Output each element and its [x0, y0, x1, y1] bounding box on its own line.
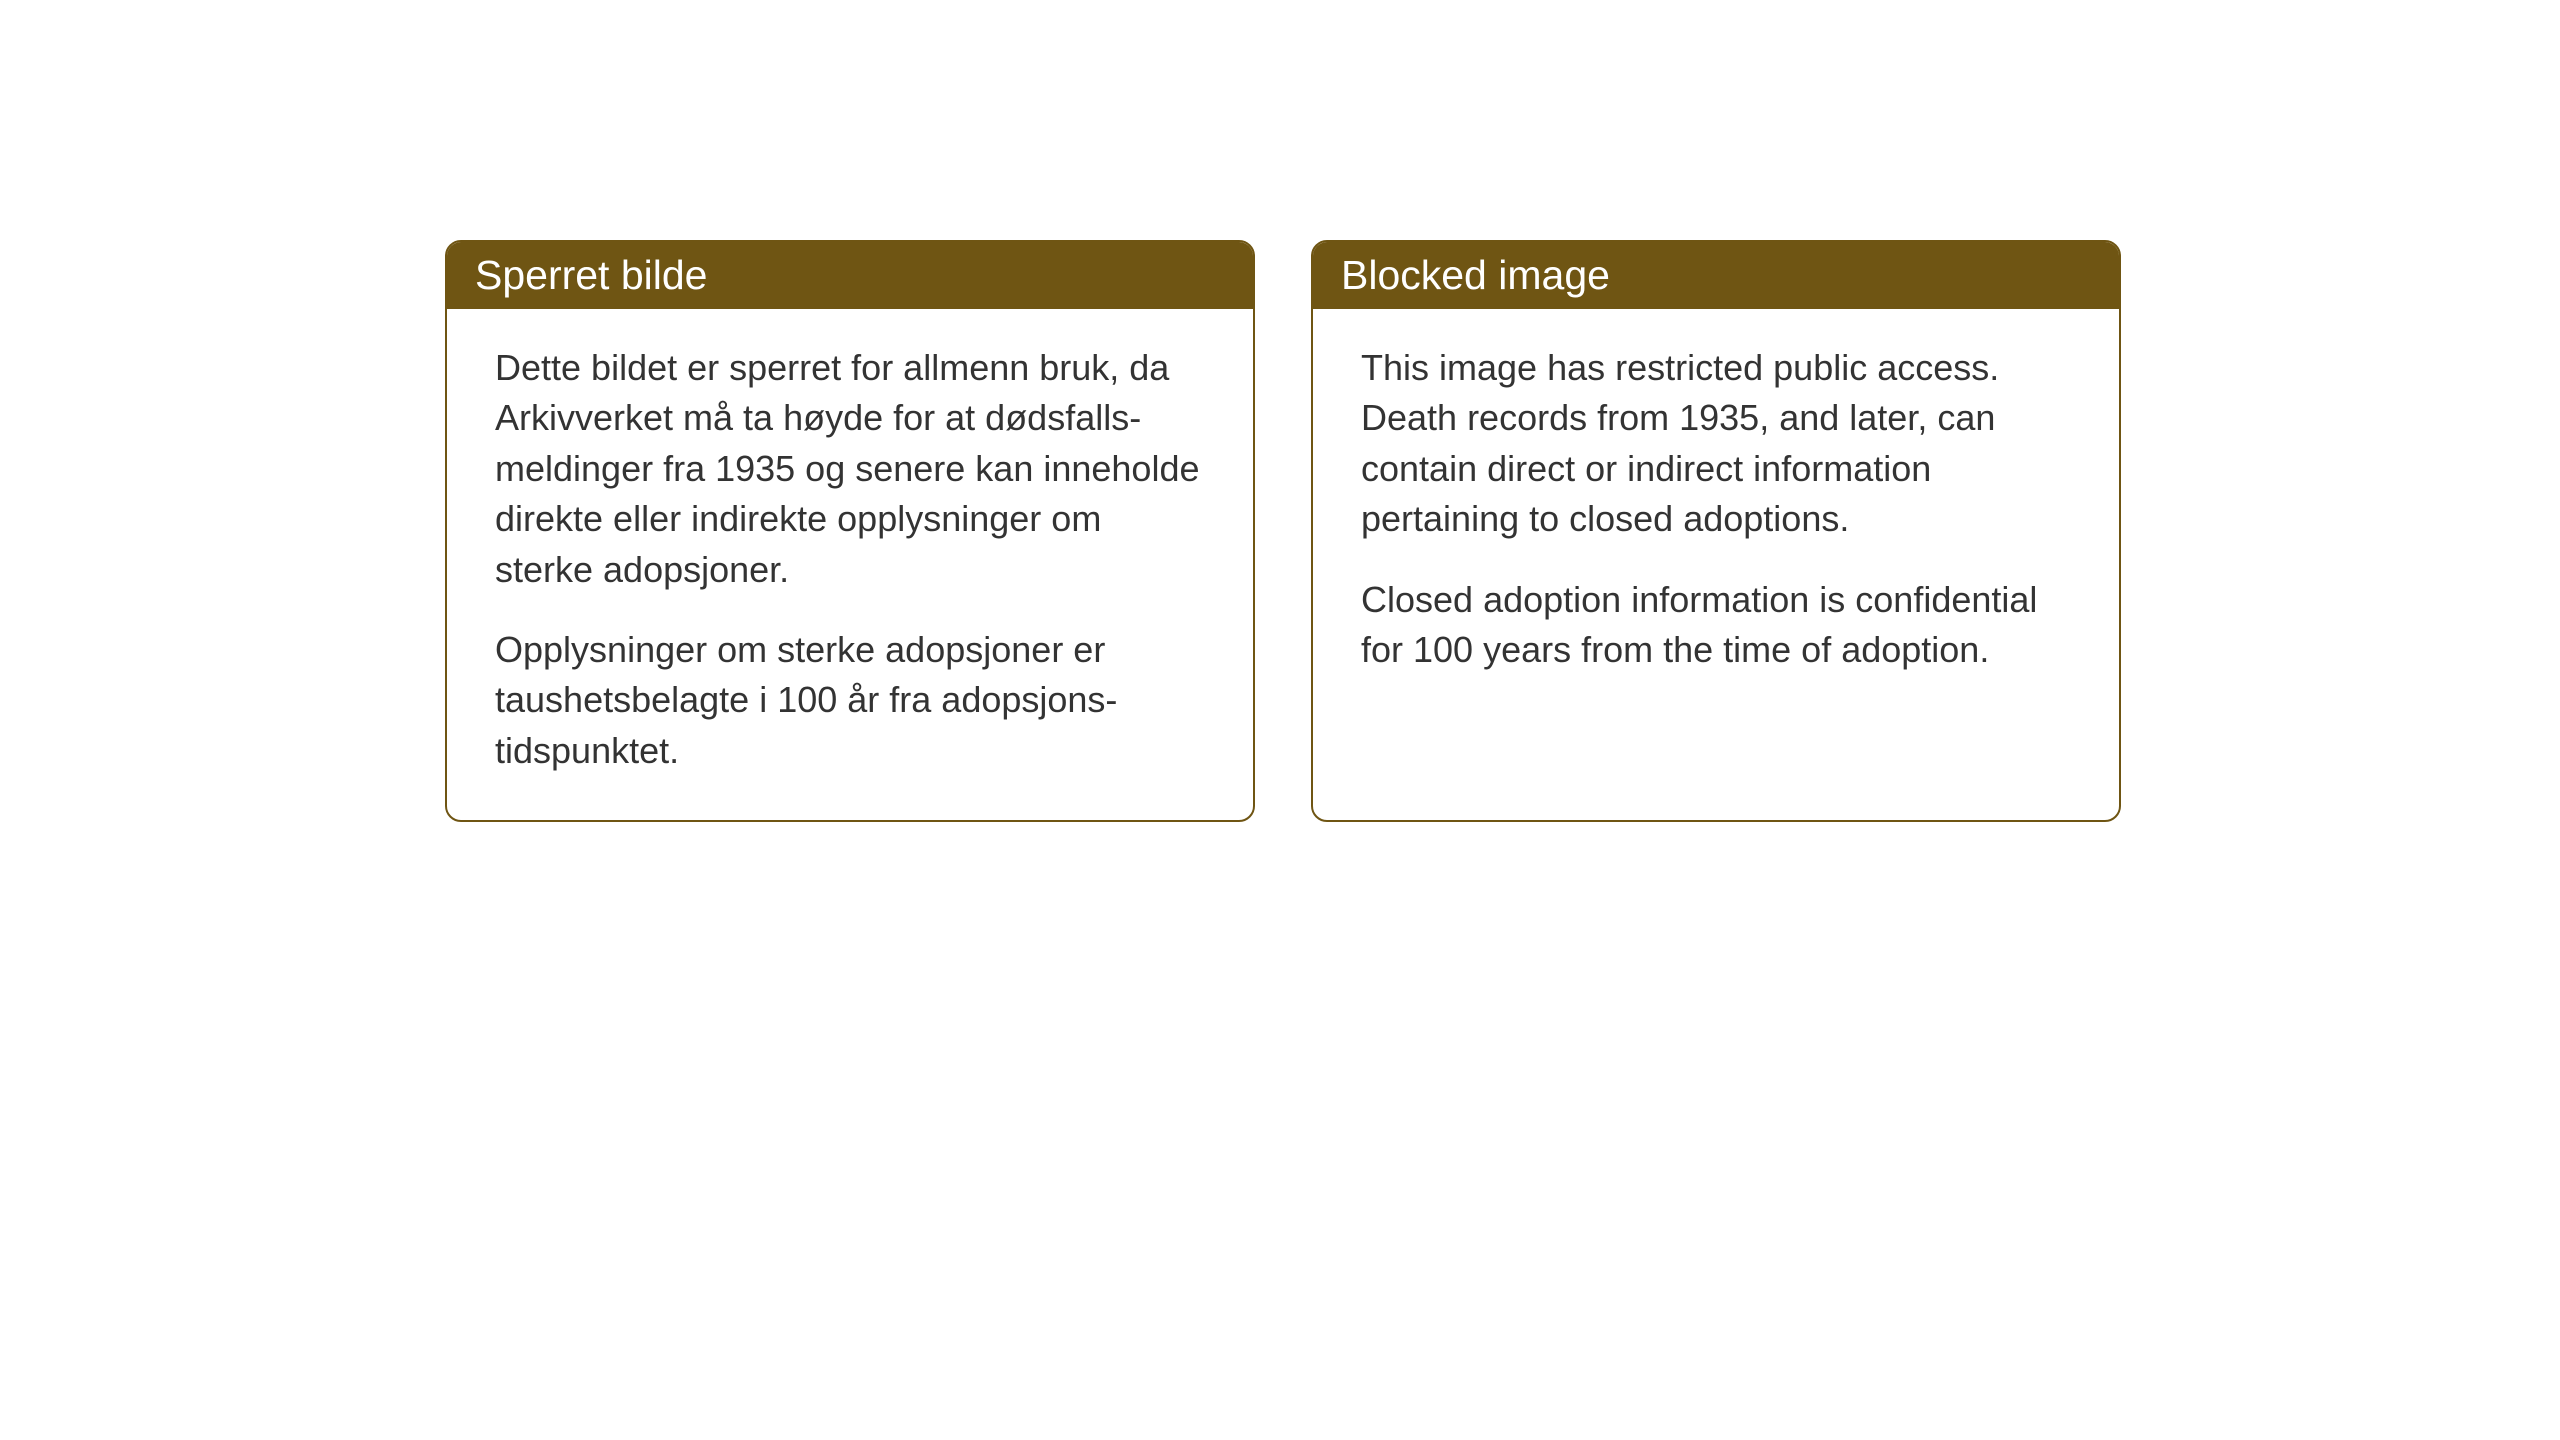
notice-container: Sperret bilde Dette bildet er sperret fo… [445, 240, 2121, 822]
card-paragraph-norwegian-1: Dette bildet er sperret for allmenn bruk… [495, 343, 1205, 595]
notice-card-english: Blocked image This image has restricted … [1311, 240, 2121, 822]
card-header-norwegian: Sperret bilde [447, 242, 1253, 309]
card-body-norwegian: Dette bildet er sperret for allmenn bruk… [447, 309, 1253, 820]
card-paragraph-english-1: This image has restricted public access.… [1361, 343, 2071, 545]
card-title-english: Blocked image [1341, 252, 1610, 298]
card-body-english: This image has restricted public access.… [1313, 309, 2119, 719]
card-title-norwegian: Sperret bilde [475, 252, 707, 298]
notice-card-norwegian: Sperret bilde Dette bildet er sperret fo… [445, 240, 1255, 822]
card-header-english: Blocked image [1313, 242, 2119, 309]
card-paragraph-english-2: Closed adoption information is confident… [1361, 575, 2071, 676]
card-paragraph-norwegian-2: Opplysninger om sterke adopsjoner er tau… [495, 625, 1205, 776]
